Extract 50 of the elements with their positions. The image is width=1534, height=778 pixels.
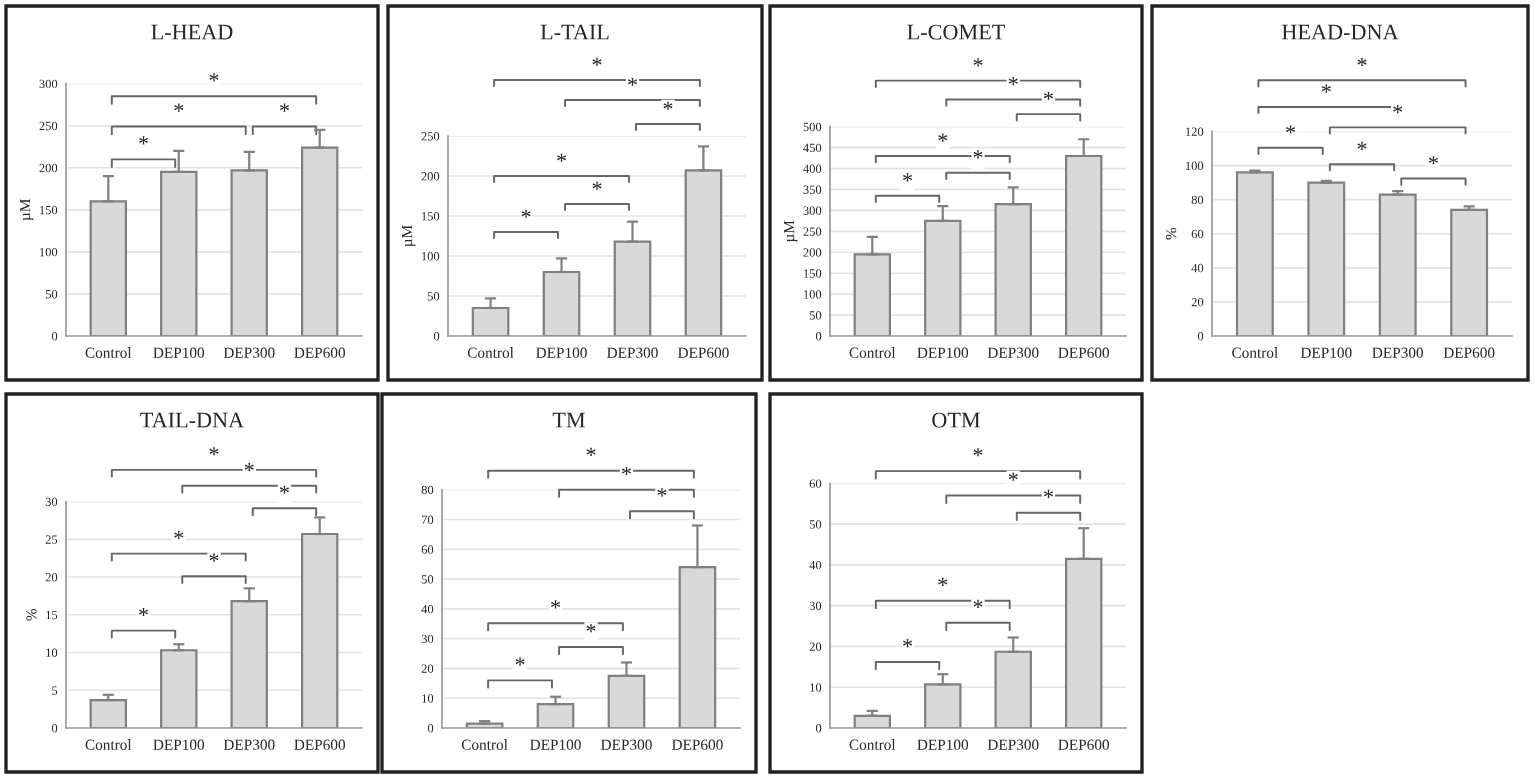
annotation: * bbox=[1286, 125, 1296, 134]
annotation: * bbox=[1428, 156, 1438, 165]
text: * bbox=[663, 101, 673, 110]
chart-title: L-HEAD bbox=[151, 24, 233, 40]
annotation: * bbox=[938, 577, 948, 586]
annotation: * bbox=[903, 173, 913, 182]
chart-title: OTM bbox=[932, 412, 981, 428]
chart-title: L-COMET bbox=[907, 24, 1006, 40]
text: * bbox=[973, 448, 983, 457]
chart-title: HEAD-DNA bbox=[1282, 24, 1399, 40]
annotation: * bbox=[586, 624, 596, 633]
text: * bbox=[1357, 57, 1367, 67]
annotation: * bbox=[521, 209, 531, 218]
annotation: * bbox=[557, 153, 567, 162]
annotation: * bbox=[903, 638, 913, 648]
text: * bbox=[1044, 91, 1053, 100]
annotation: * bbox=[209, 553, 219, 562]
annotation: * bbox=[1044, 489, 1053, 498]
text: * bbox=[628, 77, 637, 86]
text: * bbox=[280, 485, 289, 494]
text: * bbox=[1008, 77, 1018, 86]
text: * bbox=[586, 447, 596, 456]
text: * bbox=[973, 58, 983, 67]
annotation: * bbox=[139, 136, 149, 145]
annotation: * bbox=[174, 103, 184, 112]
text: * bbox=[244, 463, 254, 472]
bar bbox=[471, 306, 510, 336]
text: * bbox=[209, 447, 219, 456]
annotation: * bbox=[280, 103, 289, 112]
chart-title: TAIL-DNA bbox=[140, 412, 245, 428]
annotation: * bbox=[657, 488, 667, 497]
annotation: * bbox=[592, 181, 602, 190]
annotation: * bbox=[139, 607, 149, 617]
text: * bbox=[1393, 105, 1403, 114]
chart-title: TM bbox=[552, 412, 586, 428]
text: * bbox=[622, 466, 631, 476]
annotation: * bbox=[515, 657, 525, 666]
text: * bbox=[209, 73, 219, 82]
annotation: * bbox=[1357, 141, 1367, 150]
annotation: * bbox=[174, 530, 184, 540]
bar bbox=[536, 703, 575, 728]
annotation: * bbox=[938, 133, 948, 142]
annotation: * bbox=[973, 599, 983, 608]
annotation: * bbox=[551, 600, 561, 609]
text: * bbox=[592, 57, 602, 66]
bar bbox=[89, 698, 128, 728]
text: * bbox=[1321, 84, 1331, 93]
text: * bbox=[1008, 472, 1018, 481]
chart-title: L-TAIL bbox=[540, 24, 609, 40]
annotation: * bbox=[973, 150, 983, 159]
